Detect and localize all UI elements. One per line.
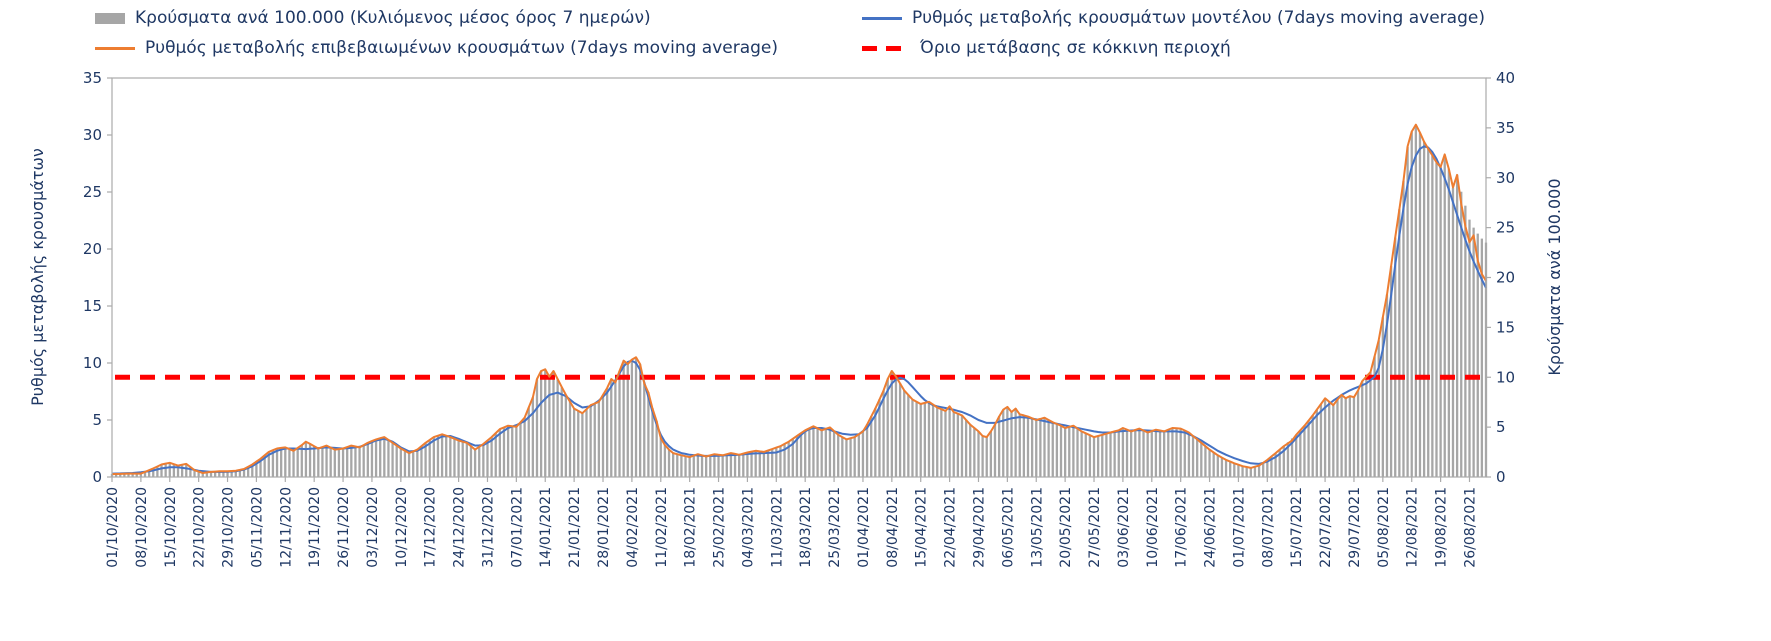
dashed-swatch-icon xyxy=(862,45,910,51)
legend-label-red-threshold: Όριο μετάβασης σε κόκκινη περιοχή xyxy=(920,38,1231,58)
svg-text:07/01/2021: 07/01/2021 xyxy=(509,487,525,568)
svg-text:12/08/2021: 12/08/2021 xyxy=(1405,487,1421,568)
svg-text:20: 20 xyxy=(83,240,102,258)
model-rate-line xyxy=(111,145,1487,475)
svg-text:29/07/2021: 29/07/2021 xyxy=(1347,487,1363,568)
svg-text:25/02/2021: 25/02/2021 xyxy=(712,487,728,568)
svg-text:27/05/2021: 27/05/2021 xyxy=(1087,487,1103,568)
svg-text:03/06/2021: 03/06/2021 xyxy=(1116,487,1132,568)
svg-text:19/11/2020: 19/11/2020 xyxy=(307,487,323,568)
svg-text:5: 5 xyxy=(92,411,102,429)
svg-text:30: 30 xyxy=(83,126,102,144)
svg-text:12/11/2020: 12/11/2020 xyxy=(278,487,294,568)
svg-text:10/12/2020: 10/12/2020 xyxy=(394,487,410,568)
svg-text:15/07/2021: 15/07/2021 xyxy=(1289,487,1305,568)
svg-text:06/05/2021: 06/05/2021 xyxy=(1000,487,1016,568)
line-swatch-icon-model xyxy=(862,16,902,20)
svg-text:0: 0 xyxy=(1496,468,1506,486)
svg-text:40: 40 xyxy=(1496,69,1515,87)
svg-text:05/11/2020: 05/11/2020 xyxy=(249,487,265,568)
svg-text:25: 25 xyxy=(1496,219,1515,237)
svg-text:03/12/2020: 03/12/2020 xyxy=(365,487,381,568)
plot-border xyxy=(111,77,1487,478)
svg-text:35: 35 xyxy=(1496,119,1515,137)
svg-text:17/12/2020: 17/12/2020 xyxy=(423,487,439,568)
svg-text:24/06/2021: 24/06/2021 xyxy=(1203,487,1219,568)
svg-text:13/05/2021: 13/05/2021 xyxy=(1029,487,1045,568)
svg-text:25: 25 xyxy=(83,183,102,201)
svg-text:35: 35 xyxy=(83,69,102,87)
svg-text:25/03/2021: 25/03/2021 xyxy=(827,487,843,568)
legend-label-model-line: Ρυθμός μεταβολής κρουσμάτων μοντέλου (7d… xyxy=(912,8,1485,28)
svg-text:28/01/2021: 28/01/2021 xyxy=(596,487,612,568)
svg-text:01/04/2021: 01/04/2021 xyxy=(856,487,872,568)
legend-item-confirmed-line: Ρυθμός μεταβολής επιβεβαιωμένων κρουσμάτ… xyxy=(95,38,778,58)
svg-text:26/11/2020: 26/11/2020 xyxy=(336,487,352,568)
svg-text:15: 15 xyxy=(1496,318,1515,336)
line-swatch-icon-confirmed xyxy=(95,46,135,50)
svg-text:04/03/2021: 04/03/2021 xyxy=(740,487,756,568)
svg-text:0: 0 xyxy=(92,468,102,486)
svg-text:19/08/2021: 19/08/2021 xyxy=(1434,487,1450,568)
svg-text:08/07/2021: 08/07/2021 xyxy=(1260,487,1276,568)
confirmed-rate-line xyxy=(111,123,1487,476)
svg-text:08/10/2020: 08/10/2020 xyxy=(134,487,150,568)
svg-text:04/02/2021: 04/02/2021 xyxy=(625,487,641,568)
svg-text:5: 5 xyxy=(1496,418,1506,436)
svg-text:05/08/2021: 05/08/2021 xyxy=(1376,487,1392,568)
svg-text:24/12/2020: 24/12/2020 xyxy=(452,487,468,568)
svg-text:22/07/2021: 22/07/2021 xyxy=(1318,487,1334,568)
bars-series xyxy=(110,124,1488,478)
svg-text:01/07/2021: 01/07/2021 xyxy=(1231,487,1247,568)
svg-text:15: 15 xyxy=(83,297,102,315)
svg-text:22/10/2020: 22/10/2020 xyxy=(192,487,208,568)
svg-text:29/04/2021: 29/04/2021 xyxy=(971,487,987,568)
svg-text:31/12/2020: 31/12/2020 xyxy=(480,487,496,568)
svg-text:20: 20 xyxy=(1496,269,1515,287)
svg-text:30: 30 xyxy=(1496,169,1515,187)
legend-item-red-threshold: Όριο μετάβασης σε κόκκινη περιοχή xyxy=(862,38,1231,58)
svg-text:29/10/2020: 29/10/2020 xyxy=(221,487,237,568)
svg-text:18/03/2021: 18/03/2021 xyxy=(798,487,814,568)
svg-text:15/04/2021: 15/04/2021 xyxy=(914,487,930,568)
svg-text:26/08/2021: 26/08/2021 xyxy=(1462,487,1478,568)
svg-text:11/02/2021: 11/02/2021 xyxy=(654,487,670,568)
svg-text:21/01/2021: 21/01/2021 xyxy=(567,487,583,568)
svg-text:18/02/2021: 18/02/2021 xyxy=(683,487,699,568)
legend-label-cases-bars: Κρούσματα ανά 100.000 (Κυλιόμενος μέσος … xyxy=(135,8,651,28)
svg-text:10/06/2021: 10/06/2021 xyxy=(1145,487,1161,568)
axes: 0 5 10 15 20 25 30 35 0 5 10 15 20 25 30 35 40 01/10/2020… xyxy=(83,69,1515,568)
svg-text:20/05/2021: 20/05/2021 xyxy=(1058,487,1074,568)
legend-item-model-line: Ρυθμός μεταβολής κρουσμάτων μοντέλου (7d… xyxy=(862,8,1485,28)
svg-text:10: 10 xyxy=(83,354,102,372)
svg-text:10: 10 xyxy=(1496,368,1515,386)
svg-text:15/10/2020: 15/10/2020 xyxy=(163,487,179,568)
svg-text:08/04/2021: 08/04/2021 xyxy=(885,487,901,568)
bar-swatch-icon xyxy=(95,12,125,24)
legend-label-confirmed-line: Ρυθμός μεταβολής επιβεβαιωμένων κρουσμάτ… xyxy=(145,38,779,58)
svg-text:01/10/2020: 01/10/2020 xyxy=(105,487,121,568)
svg-text:17/06/2021: 17/06/2021 xyxy=(1174,487,1190,568)
svg-text:14/01/2021: 14/01/2021 xyxy=(538,487,554,568)
legend-item-cases-bars: Κρούσματα ανά 100.000 (Κυλιόμενος μέσος … xyxy=(95,8,651,28)
svg-text:11/03/2021: 11/03/2021 xyxy=(769,487,785,568)
svg-text:22/04/2021: 22/04/2021 xyxy=(943,487,959,568)
